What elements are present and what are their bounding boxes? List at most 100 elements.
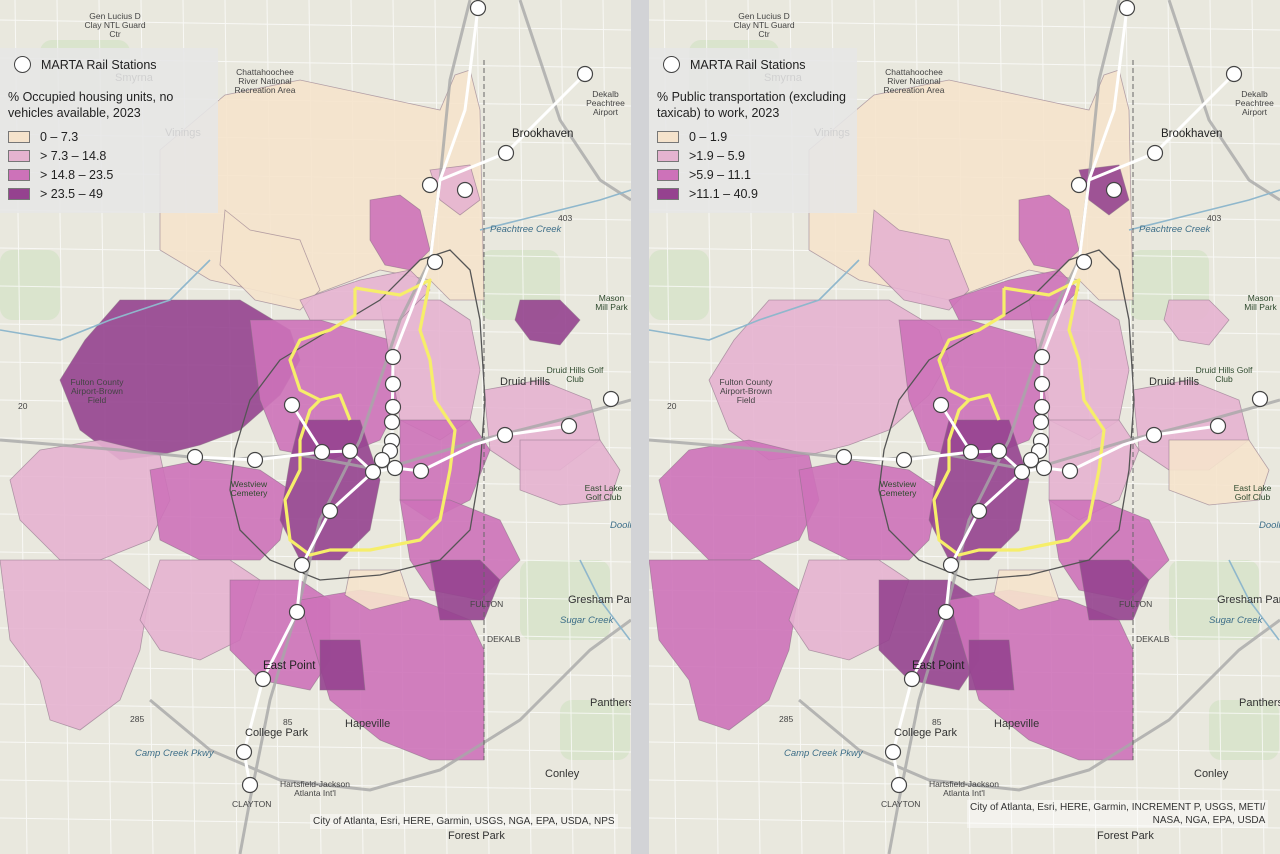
legend-swatch: [657, 187, 679, 200]
marta-station: [1032, 413, 1050, 431]
legend-swatch: [657, 149, 679, 162]
marta-station: [602, 390, 620, 408]
census-tract: [319, 639, 366, 691]
highway: [1167, 0, 1280, 202]
marta-station: [384, 375, 402, 393]
legend-swatch: [657, 130, 679, 143]
census-tract: [344, 569, 411, 611]
street-line: [0, 741, 631, 753]
rail-line: [290, 404, 324, 453]
marta-station: [321, 502, 339, 520]
place-label-hwy-285: 285: [779, 714, 794, 724]
legend-class-1: 0 – 7.3: [8, 127, 208, 146]
census-tract: [1078, 559, 1150, 621]
street-line: [0, 19, 631, 31]
census-tract: [519, 439, 621, 506]
choropleth-map-left[interactable]: [0, 0, 631, 854]
place-label-peachtree-creek: Peachtree Creek: [1139, 224, 1211, 235]
place-label-hwy-403: 403: [1207, 213, 1222, 223]
census-tract: [708, 299, 950, 461]
marta-station: [1033, 375, 1051, 393]
place-label-dekalb-airport: Dekalb Peachtree Airport: [586, 89, 625, 117]
marta-station: [1035, 459, 1053, 477]
place-label-college-park: College Park: [894, 727, 957, 739]
place-label-druid-hills: Druid Hills: [1149, 376, 1200, 388]
place-label-druid-golf: Druid Hills Golf Club: [1195, 365, 1253, 384]
place-label-east-point: East Point: [263, 660, 316, 672]
place-label-panthers: Panthers: [1239, 697, 1280, 709]
marta-station: [1105, 181, 1123, 199]
marta-station: [1225, 65, 1243, 83]
stream: [649, 259, 860, 341]
place-label-gen-lucius: Gen Lucius D Clay NTL Guard Ctr: [733, 11, 795, 39]
street-line: [649, 19, 1280, 31]
stream-layer: [0, 189, 631, 641]
place-label-doolittle: Doolittle Creek: [610, 520, 631, 531]
place-label-fulton-airport: Fulton County Airport-Brown Field: [719, 377, 773, 405]
street-line: [602, 0, 616, 854]
marta-station: [426, 253, 444, 271]
station-layer: [186, 0, 620, 794]
marta-station: [942, 556, 960, 574]
place-label-forest-park: Forest Park: [448, 830, 505, 842]
highway: [0, 398, 631, 472]
place-label-sugar-creek: Sugar Creek: [1209, 615, 1263, 626]
marta-station: [895, 451, 913, 469]
legend-class-3: >5.9 – 11.1: [657, 165, 847, 184]
place-label-druid-hills: Druid Hills: [500, 376, 551, 388]
legend-title: % Occupied housing units, no vehicles av…: [8, 90, 174, 120]
marta-station: [835, 448, 853, 466]
census-tract: [0, 559, 151, 731]
legend-class-label: 0 – 1.9: [689, 129, 728, 144]
highway: [887, 0, 1121, 854]
tract-layer: [0, 69, 621, 761]
legend-swatch: [8, 168, 30, 181]
highway: [649, 398, 1280, 472]
park-area: [1209, 700, 1279, 760]
map-attribution: City of Atlanta, Esri, HERE, Garmin, USG…: [310, 814, 618, 829]
legend-stations-row: MARTA Rail Stations: [8, 56, 208, 73]
marta-station: [970, 502, 988, 520]
marta-station: [1033, 348, 1051, 366]
place-label-brookhaven: Brookhaven: [512, 128, 574, 140]
map-panel-right[interactable]: Brookhaven East Point College Park Hapevill…: [649, 0, 1280, 854]
stream: [1228, 559, 1280, 641]
legend-class-label: > 23.5 – 49: [40, 186, 103, 201]
marta-station: [990, 442, 1008, 460]
place-label-camp-creek-pkwy: Camp Creek Pkwy: [135, 748, 214, 759]
marta-station: [884, 743, 902, 761]
legend-stations-row: MARTA Rail Stations: [657, 56, 847, 73]
highway: [238, 0, 472, 854]
place-label-hapeville: Hapeville: [345, 718, 391, 730]
census-tract: [59, 299, 301, 461]
place-label-conley: Conley: [1194, 768, 1229, 780]
stream: [0, 259, 211, 341]
legend-class-1: 0 – 1.9: [657, 127, 847, 146]
marta-station: [903, 670, 921, 688]
census-tract: [429, 559, 501, 621]
marta-station: [932, 396, 950, 414]
place-label-chattahoochee: Chattahoochee River National Recreation …: [234, 67, 296, 95]
place-label-gresham-park: Gresham Park: [568, 594, 631, 606]
place-label-east-point: East Point: [912, 660, 965, 672]
marta-station: [246, 451, 264, 469]
marta-station: [186, 448, 204, 466]
census-tract: [658, 439, 820, 561]
rail-line: [939, 404, 973, 453]
park-area: [560, 700, 630, 760]
station-symbol-icon: [14, 56, 31, 73]
marta-station: [283, 396, 301, 414]
marta-station: [1061, 462, 1079, 480]
place-label-conley: Conley: [545, 768, 580, 780]
map-panel-left[interactable]: Brookhaven East Point College Park Hapevill…: [0, 0, 631, 854]
highway: [149, 618, 631, 792]
marta-station: [241, 776, 259, 794]
place-label-fulton-airport: Fulton County Airport-Brown Field: [70, 377, 124, 405]
place-label-college-park: College Park: [245, 727, 308, 739]
city-boundary: [878, 249, 1135, 581]
street-line: [649, 817, 1280, 829]
place-label-sugar-creek: Sugar Creek: [560, 615, 614, 626]
marta-station: [937, 603, 955, 621]
place-label-fulton: FULTON: [1119, 599, 1153, 609]
stream: [579, 559, 631, 641]
